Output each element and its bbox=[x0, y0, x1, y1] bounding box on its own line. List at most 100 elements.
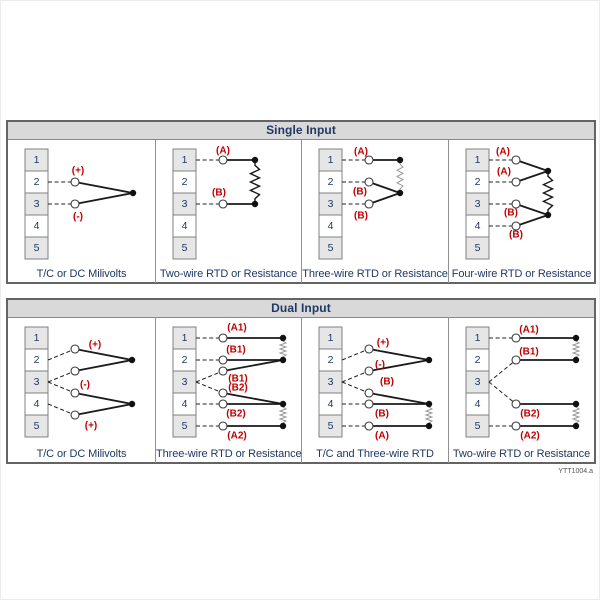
signal-label: (+) bbox=[85, 421, 98, 432]
wire-lug bbox=[511, 399, 521, 409]
column-divider bbox=[301, 140, 302, 283]
diagram-svg: 1 2 3 4 5 (+) (-) (B) (B) (A) bbox=[318, 326, 434, 442]
sensor-wire bbox=[368, 392, 430, 405]
junction-dot bbox=[279, 422, 287, 430]
wire-lug bbox=[70, 344, 80, 354]
wire-lug bbox=[218, 399, 228, 409]
terminal-lead-wire bbox=[341, 370, 370, 383]
terminal-number: 2 bbox=[182, 354, 188, 366]
junction-dot bbox=[544, 167, 552, 175]
sensor-wire bbox=[74, 392, 133, 405]
terminal-lead-wire bbox=[341, 348, 370, 361]
signal-label: (-) bbox=[375, 360, 385, 371]
junction-dot bbox=[128, 356, 136, 364]
diagram-single-input-two-wire-rtd-or-resistance: 1 2 3 4 5 (A) (B) Two-wire RTD or Resistance bbox=[156, 140, 301, 283]
terminal-number: 4 bbox=[475, 398, 481, 410]
signal-label: (A) bbox=[496, 147, 510, 158]
terminal-cell bbox=[172, 236, 197, 260]
diagram-svg: 1 2 3 4 5 (A) (B) bbox=[172, 146, 262, 260]
wire-lug bbox=[70, 177, 80, 187]
terminal-number: 3 bbox=[475, 198, 481, 210]
signal-label: (A1) bbox=[227, 323, 246, 334]
terminal-number: 3 bbox=[182, 376, 188, 388]
wire-lug bbox=[218, 333, 228, 343]
terminal-number: 1 bbox=[182, 154, 188, 166]
junction-dot bbox=[544, 211, 552, 219]
diagram-caption: Two-wire RTD or Resistance bbox=[159, 268, 298, 280]
diagram-single-input-four-wire-rtd-or-resistance: 1 2 3 4 5 (A) (A) (B) (B) Four-wire RTD or Resist… bbox=[449, 140, 594, 283]
wire-lug bbox=[70, 410, 80, 420]
wire-lug bbox=[511, 355, 521, 365]
terminal-lead-wire bbox=[47, 381, 76, 394]
diagram-dual-input-t-c-and-three-wire-rtd: 1 2 3 4 5 (+) (-) (B) (B) (A) T/C and Three-wire R… bbox=[302, 318, 448, 463]
signal-label: (-) bbox=[73, 212, 83, 223]
sensor-wire bbox=[515, 203, 549, 216]
terminal-number: 1 bbox=[328, 154, 334, 166]
wire-lug bbox=[364, 177, 374, 187]
signal-label: (B) bbox=[353, 187, 367, 198]
resistor bbox=[278, 404, 288, 426]
terminal-number: 1 bbox=[34, 154, 40, 166]
terminal-lead-wire bbox=[47, 403, 76, 416]
dual-input-panel: Dual Input 1 2 3 4 5 (+) (-) (+) T/C or DC Miliv… bbox=[6, 298, 596, 464]
terminal-number: 5 bbox=[182, 242, 188, 254]
terminal-number: 3 bbox=[34, 376, 40, 388]
junction-dot bbox=[572, 334, 580, 342]
wire-lug bbox=[364, 388, 374, 398]
terminal-number: 4 bbox=[182, 398, 188, 410]
terminal-number: 2 bbox=[182, 176, 188, 188]
junction-dot bbox=[425, 356, 433, 364]
terminal-lead-wire bbox=[195, 370, 224, 383]
wire-lug bbox=[70, 388, 80, 398]
terminal-number: 5 bbox=[328, 242, 334, 254]
wire-lug bbox=[364, 155, 374, 165]
diagram-dual-input-t-c-or-dc-milivolts: 1 2 3 4 5 (+) (-) (+) T/C or DC Milivolts bbox=[8, 318, 155, 463]
signal-label: (A2) bbox=[520, 431, 539, 442]
wire-lug bbox=[218, 388, 228, 398]
wire-lug bbox=[218, 355, 228, 365]
terminal-number: 5 bbox=[475, 242, 481, 254]
resistor bbox=[278, 338, 288, 360]
diagram-svg: 1 2 3 4 5 (A) (B) (B) bbox=[318, 147, 405, 260]
terminal-number: 1 bbox=[34, 332, 40, 344]
terminal-number: 4 bbox=[34, 398, 40, 410]
junction-dot bbox=[425, 422, 433, 430]
sensor-wire bbox=[368, 348, 430, 361]
sensor-wire bbox=[515, 214, 549, 227]
column-divider bbox=[155, 140, 156, 283]
diagram-caption: T/C or DC Milivolts bbox=[36, 448, 127, 460]
junction-dot bbox=[396, 156, 404, 164]
wire-lug bbox=[364, 421, 374, 431]
junction-dot bbox=[396, 189, 404, 197]
sensor-wire bbox=[74, 359, 133, 372]
signal-label: (A2) bbox=[227, 431, 246, 442]
junction-dot bbox=[128, 400, 136, 408]
wire-lug bbox=[364, 366, 374, 376]
resistor bbox=[571, 404, 581, 426]
wire-lug bbox=[364, 399, 374, 409]
terminal-number: 2 bbox=[34, 354, 40, 366]
terminal-number: 3 bbox=[182, 198, 188, 210]
wire-lug bbox=[511, 221, 521, 231]
sensor-wire bbox=[222, 392, 284, 405]
terminal-lead-wire bbox=[488, 381, 517, 405]
sensor-wire bbox=[368, 192, 401, 205]
terminal-lead-wire bbox=[47, 370, 76, 383]
sensor-wire bbox=[74, 181, 134, 194]
signal-label: (B2) bbox=[228, 383, 247, 394]
column-divider bbox=[155, 318, 156, 463]
terminal-number: 3 bbox=[328, 376, 334, 388]
sensor-wire bbox=[515, 170, 549, 183]
terminal-number: 3 bbox=[475, 376, 481, 388]
wire-lug bbox=[70, 199, 80, 209]
signal-label: (A) bbox=[375, 431, 389, 442]
diagram-svg: 1 2 3 4 5 (+) (-) bbox=[24, 148, 137, 260]
sensor-wire bbox=[368, 181, 401, 194]
junction-dot bbox=[279, 400, 287, 408]
terminal-number: 4 bbox=[34, 220, 40, 232]
signal-label: (A) bbox=[497, 167, 511, 178]
sensor-wire bbox=[74, 403, 133, 416]
wire-lug bbox=[218, 421, 228, 431]
column-divider bbox=[448, 318, 449, 463]
junction-dot bbox=[279, 334, 287, 342]
